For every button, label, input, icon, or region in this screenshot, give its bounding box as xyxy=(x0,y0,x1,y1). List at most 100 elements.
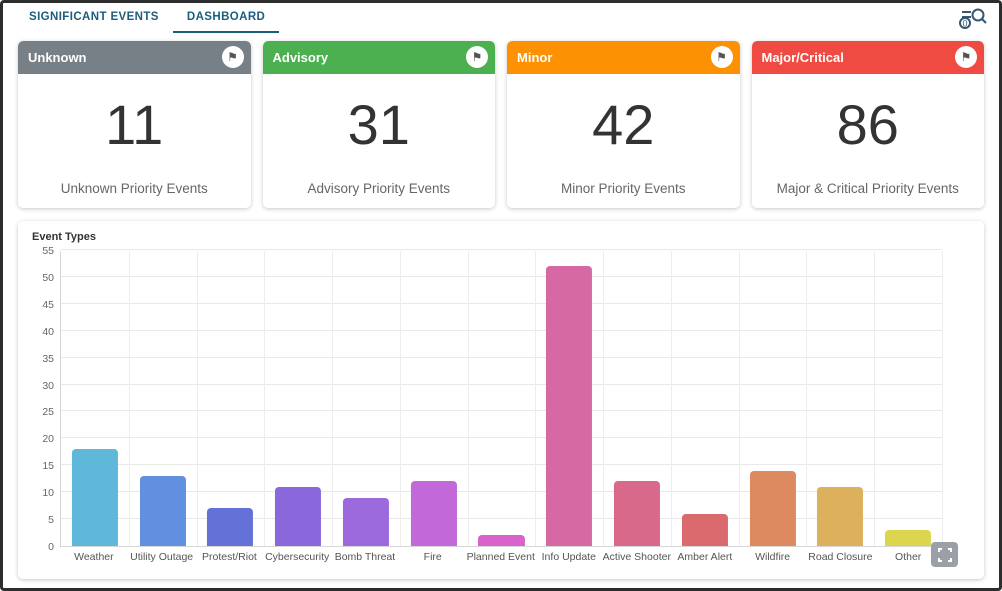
bar-wildfire[interactable] xyxy=(749,470,796,546)
bar-cybersecurity[interactable] xyxy=(275,486,322,546)
bars-layer xyxy=(61,251,942,546)
y-tick-label: 30 xyxy=(42,379,54,392)
card-title: Advisory xyxy=(272,50,329,65)
v-gridline xyxy=(738,251,740,546)
y-tick-label: 5 xyxy=(48,514,54,527)
card-value: 86 xyxy=(836,93,899,156)
v-gridline xyxy=(467,251,469,546)
bar-weather[interactable] xyxy=(71,449,118,546)
y-tick-label: 50 xyxy=(42,271,54,284)
flag-button[interactable]: ⚑ xyxy=(221,46,244,68)
summary-card-0: Unknown ⚑ 11 Unknown Priority Events xyxy=(18,41,251,208)
bar-column xyxy=(332,251,400,546)
bar-utility-outage[interactable] xyxy=(139,476,186,546)
x-tick-label: Other xyxy=(895,551,922,563)
h-gridline xyxy=(61,275,942,277)
h-gridline xyxy=(61,464,942,466)
summary-cards: Unknown ⚑ 11 Unknown Priority Events Advisor… xyxy=(3,33,999,208)
h-gridline xyxy=(61,410,942,412)
h-gridline xyxy=(61,437,942,439)
filter-search-icon: 0 xyxy=(959,8,987,29)
v-gridline xyxy=(535,251,537,546)
bar-amber-alert[interactable] xyxy=(681,513,728,546)
bar-column xyxy=(535,251,603,546)
bar-other[interactable] xyxy=(885,529,932,546)
y-tick-label: 0 xyxy=(48,541,54,553)
fullscreen-icon xyxy=(937,547,952,562)
x-tick-label: Road Closure xyxy=(808,551,873,563)
filter-search-button[interactable]: 0 xyxy=(953,5,989,31)
chart-title: Event Types xyxy=(32,231,96,243)
card-value: 31 xyxy=(347,93,410,156)
tab-bar: SIGNIFICANT EVENTS DASHBOARD 0 xyxy=(3,3,999,33)
y-tick-label: 10 xyxy=(42,487,54,500)
v-gridline xyxy=(874,251,876,546)
card-body: 31 Advisory Priority Events xyxy=(263,74,496,208)
y-axis: 0 5 10 15 20 25 30 35 40 45 50 55 xyxy=(32,245,60,553)
x-tick-label: Info Update xyxy=(541,551,596,563)
x-tick-label: Fire xyxy=(423,551,442,563)
event-types-chart-card: Event Types 0 5 10 15 20 25 30 35 40 45 50 55 Weath… xyxy=(18,221,984,579)
v-gridline xyxy=(332,251,334,546)
flag-button[interactable]: ⚑ xyxy=(710,46,733,68)
bar-fire[interactable] xyxy=(410,481,457,546)
bar-planned-event[interactable] xyxy=(478,535,525,546)
card-label: Unknown Priority Events xyxy=(60,181,208,196)
summary-card-3: Major/Critical ⚑ 86 Major & Critical Priori… xyxy=(751,41,985,208)
plot-area xyxy=(60,249,943,547)
x-tick-label: Utility Outage xyxy=(130,551,194,563)
h-gridline xyxy=(61,329,942,331)
bar-chart: 0 5 10 15 20 25 30 35 40 45 50 55 xyxy=(32,245,970,553)
v-gridline xyxy=(806,251,808,546)
v-gridline xyxy=(603,251,605,546)
bar-column xyxy=(197,251,265,546)
y-tick-label: 40 xyxy=(42,325,54,338)
x-tick-label: Amber Alert xyxy=(677,551,733,563)
x-tick-label: Cybersecurity xyxy=(265,551,330,563)
tab-dashboard[interactable]: DASHBOARD xyxy=(172,3,280,33)
bar-column xyxy=(739,251,807,546)
tab-significant-events[interactable]: SIGNIFICANT EVENTS xyxy=(29,11,159,23)
x-axis-labels: Weather Utility Outage Protest/Riot Cyberse… xyxy=(60,547,942,563)
card-value: 11 xyxy=(105,93,164,156)
card-label: Major & Critical Priority Events xyxy=(776,181,959,196)
card-label: Minor Priority Events xyxy=(560,181,686,196)
h-gridline xyxy=(61,249,942,250)
bar-column xyxy=(603,251,671,546)
y-tick-label: 55 xyxy=(42,245,54,257)
bar-info-update[interactable] xyxy=(546,266,593,546)
h-gridline xyxy=(61,356,942,358)
y-tick-label: 35 xyxy=(42,352,54,365)
card-header: Advisory ⚑ xyxy=(262,41,495,74)
flag-button[interactable]: ⚑ xyxy=(955,46,977,68)
bar-bomb-threat[interactable] xyxy=(342,497,389,546)
bar-column xyxy=(671,251,739,546)
card-body: 86 Major & Critical Priority Events xyxy=(752,74,985,208)
y-tick-label: 15 xyxy=(42,460,54,473)
bar-road-closure[interactable] xyxy=(817,486,864,546)
summary-card-1: Advisory ⚑ 31 Advisory Priority Events xyxy=(262,41,496,208)
y-tick-label: 20 xyxy=(42,433,54,446)
bar-active-shooter[interactable] xyxy=(613,481,661,546)
v-gridline xyxy=(128,251,130,546)
card-header: Major/Critical ⚑ xyxy=(751,41,984,74)
bar-column xyxy=(61,251,129,546)
card-title: Unknown xyxy=(28,50,87,65)
card-label: Advisory Priority Events xyxy=(307,181,451,196)
card-header: Unknown ⚑ xyxy=(18,41,251,74)
flag-button[interactable]: ⚑ xyxy=(466,46,488,68)
summary-card-2: Minor ⚑ 42 Minor Priority Events xyxy=(507,41,740,208)
bar-column xyxy=(129,251,197,546)
card-title: Major/Critical xyxy=(761,50,844,65)
search-badge: 0 xyxy=(962,19,967,29)
bar-column xyxy=(806,251,874,546)
card-body: 42 Minor Priority Events xyxy=(507,74,740,208)
x-tick-label: Active Shooter xyxy=(602,551,671,563)
fullscreen-button[interactable] xyxy=(931,542,958,567)
bar-column xyxy=(400,251,468,546)
x-tick-label: Protest/Riot xyxy=(201,551,257,563)
v-gridline xyxy=(942,251,943,546)
bar-protest-riot[interactable] xyxy=(207,508,254,546)
y-tick-label: 25 xyxy=(42,406,54,419)
v-gridline xyxy=(399,251,401,546)
